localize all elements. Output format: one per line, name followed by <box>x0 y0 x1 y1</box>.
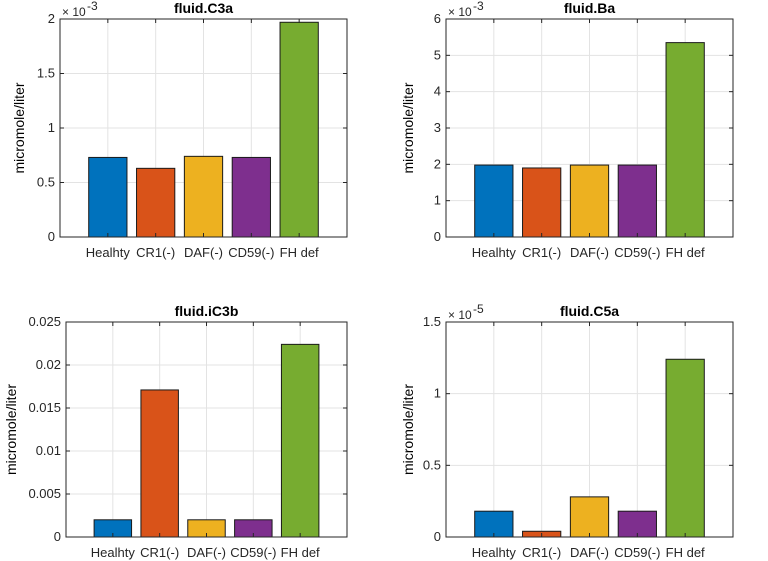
y-exponent: × 10 -3 <box>448 0 484 19</box>
y-tick-label: 0 <box>48 229 55 244</box>
y-axis-label: micromole/liter <box>400 384 416 475</box>
x-tick-label-cd59: CD59(-) <box>614 545 660 560</box>
x-tick-label-cr1: CR1(-) <box>136 245 175 260</box>
y-tick-label: 5 <box>434 47 441 62</box>
y-tick-label: 0.015 <box>28 400 61 415</box>
bar-healhty <box>474 164 514 238</box>
y-tick-label: 0 <box>434 229 441 244</box>
bar-daf <box>569 496 610 538</box>
y-axis-label: micromole/liter <box>3 384 19 475</box>
bar-cd59 <box>617 164 657 238</box>
y-tick-label: 0.01 <box>36 443 61 458</box>
y-tick-label: 1 <box>434 193 441 208</box>
bar-cr1 <box>522 167 562 238</box>
x-tick-label-daf: DAF(-) <box>570 245 609 260</box>
bar-cd59 <box>617 510 657 538</box>
y-tick-label: 3 <box>434 120 441 135</box>
x-tick-label-healhty: Healhty <box>472 245 517 260</box>
chart-panel-ic3b: 0 0.005 0.01 0.015 0.02 0.025 Healhty CR1(-) DAF… <box>3 303 348 560</box>
x-tick-label-cd59: CD59(-) <box>230 545 276 560</box>
bar-daf <box>183 155 224 238</box>
x-tick-label-cr1: CR1(-) <box>140 545 179 560</box>
y-axis-label: micromole/liter <box>11 82 27 173</box>
y-axis-label: micromole/liter <box>400 82 416 173</box>
exponent-power: -3 <box>473 0 484 13</box>
y-tick-label: 0.025 <box>28 314 61 329</box>
chart-title: fluid.C3a <box>174 0 233 16</box>
y-tick-label: 2 <box>434 156 441 171</box>
bar-cr1 <box>140 389 179 538</box>
y-tick-label: 1.5 <box>37 66 55 81</box>
y-tick-label: 1.5 <box>423 314 441 329</box>
x-tick-label-cd59: CD59(-) <box>228 245 274 260</box>
y-tick-label: 0.005 <box>28 486 61 501</box>
bar-healhty <box>88 156 128 238</box>
x-tick-label-fh-def: FH def <box>666 545 705 560</box>
y-tick-label: 0 <box>434 529 441 544</box>
x-tick-label-daf: DAF(-) <box>187 545 226 560</box>
x-tick-label-cr1: CR1(-) <box>522 245 561 260</box>
bar-fh-def <box>280 343 320 538</box>
y-tick-label: 2 <box>48 11 55 26</box>
y-tick-label: 0.5 <box>37 175 55 190</box>
exponent-power: -5 <box>473 302 484 316</box>
x-tick-label-fh-def: FH def <box>281 545 320 560</box>
y-tick-label: 6 <box>434 11 441 26</box>
x-tick-label-fh-def: FH def <box>666 245 705 260</box>
x-tick-label-daf: DAF(-) <box>184 245 223 260</box>
chart-panel-c5a: 0 0.5 1 1.5 Healhty CR1(-) DAF(-) CD59(-) FH def… <box>400 302 734 560</box>
chart-panel-c3a: 0 0.5 1 1.5 2 Healhty CR1(-) DAF(-) CD59(-) FH de… <box>11 0 348 260</box>
chart-title: fluid.iC3b <box>175 303 239 319</box>
exponent-power: -3 <box>87 0 98 13</box>
x-tick-label-fh-def: FH def <box>280 245 319 260</box>
bar-fh-def <box>665 358 705 538</box>
bar-cr1 <box>136 167 176 238</box>
y-tick-label: 1 <box>48 120 55 135</box>
chart-panel-ba: 0 1 2 3 4 5 6 Healhty CR1(-) DAF(-) CD59(-) FH def f… <box>400 0 734 260</box>
bar-cd59 <box>231 156 271 238</box>
exponent-base: × 10 <box>448 5 472 19</box>
y-exponent: × 10 -3 <box>62 0 98 19</box>
bar-fh-def <box>665 42 705 238</box>
y-exponent: × 10 -5 <box>448 302 484 322</box>
x-tick-label-daf: DAF(-) <box>570 545 609 560</box>
y-tick-label: 0 <box>54 529 61 544</box>
x-tick-label-healhty: Healhty <box>91 545 136 560</box>
x-tick-label-cd59: CD59(-) <box>614 245 660 260</box>
y-tick-label: 0.5 <box>423 457 441 472</box>
exponent-base: × 10 <box>62 5 86 19</box>
bar-fh-def <box>279 21 319 238</box>
y-tick-label: 4 <box>434 84 441 99</box>
x-tick-label-cr1: CR1(-) <box>522 545 561 560</box>
exponent-base: × 10 <box>448 308 472 322</box>
chart-title: fluid.Ba <box>564 0 616 16</box>
bar-daf <box>569 164 610 238</box>
y-tick-label: 1 <box>434 386 441 401</box>
chart-title: fluid.C5a <box>560 303 619 319</box>
x-tick-label-healhty: Healhty <box>472 545 517 560</box>
x-tick-label-healhty: Healhty <box>86 245 131 260</box>
y-tick-label: 0.02 <box>36 357 61 372</box>
